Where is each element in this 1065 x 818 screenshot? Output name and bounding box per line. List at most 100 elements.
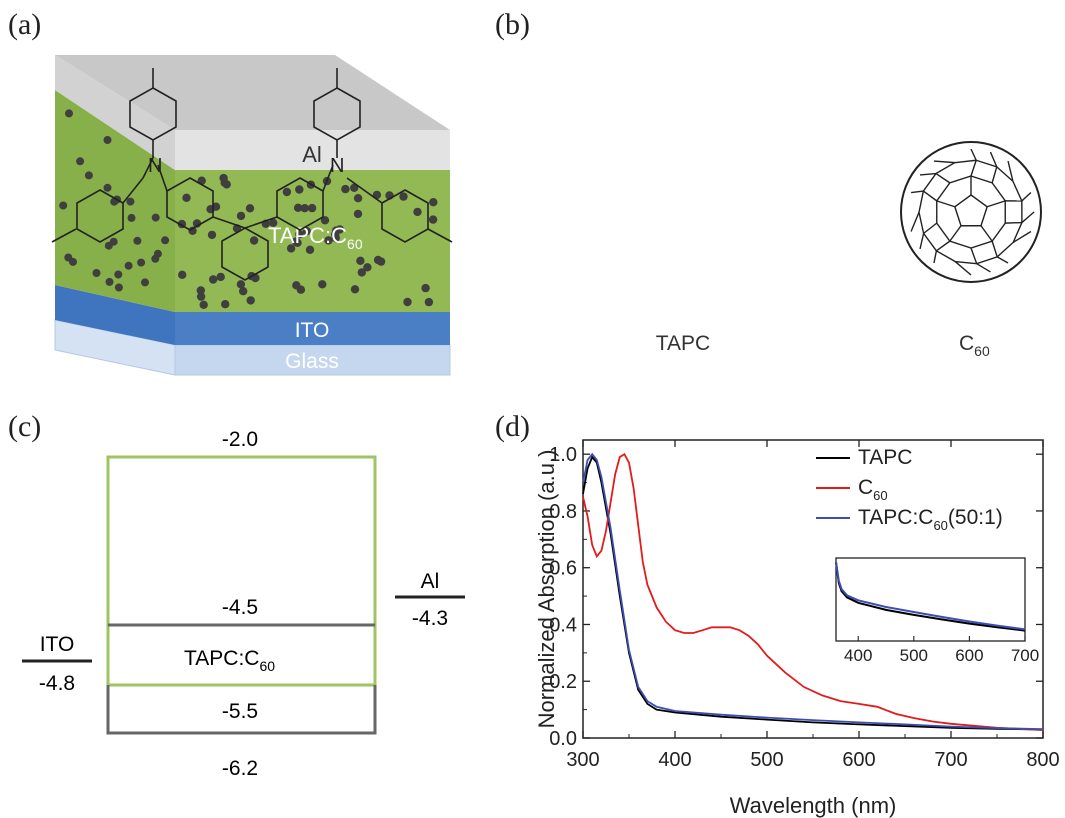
glass-layer-label: Glass [285, 350, 339, 373]
c60-dot [424, 297, 434, 307]
c60-dot [126, 197, 135, 206]
c60-bond [954, 260, 972, 276]
c60-dot [245, 204, 255, 213]
c60-dot [114, 270, 123, 279]
c60-bond [949, 225, 962, 242]
y-tick-label: 1.0 [549, 444, 577, 466]
c60-dot [295, 185, 304, 194]
c60-bond [970, 247, 978, 264]
c60-dot [92, 269, 101, 277]
c60-homo-value: -5.5 [222, 700, 258, 723]
c60-dot [296, 285, 306, 294]
c60-dot [305, 245, 315, 254]
c60-bond [989, 151, 998, 168]
c60-bond [922, 190, 938, 202]
c60-dot [151, 254, 160, 263]
c60-dot [300, 204, 309, 213]
series-line [582, 452, 1044, 731]
c60-dot [199, 300, 208, 309]
y-axis-label: Normalized Absorption (a.u.) [534, 450, 559, 729]
c60-bond [1021, 192, 1032, 202]
c60-bond [986, 200, 1006, 208]
al-layer-front [175, 130, 450, 170]
ito-layer-label: ITO [295, 319, 330, 342]
c60-dot [188, 226, 197, 235]
c60-bond [976, 263, 991, 273]
legend-label: TAPC [858, 446, 912, 469]
c60-dot [109, 237, 118, 246]
c60-lumo-value: -4.5 [222, 596, 258, 619]
x-tick-label: 800 [1026, 749, 1059, 771]
c60-dot [196, 292, 206, 301]
c60-dot [76, 157, 85, 166]
c60-dot [161, 236, 170, 245]
c60-dot [302, 226, 311, 236]
tapc-lumo-value: -2.0 [222, 428, 258, 451]
inset-x-tick-label: 400 [844, 646, 872, 665]
inset-x-tick-label: 500 [900, 646, 928, 665]
c60-bond [919, 172, 937, 176]
tapc-n-right: N [330, 155, 344, 177]
c60-dot [357, 268, 366, 277]
tapc-level-box [106, 455, 377, 687]
c60-dot [282, 187, 292, 197]
x-tick-label: 600 [842, 749, 875, 771]
al-level-value: -4.3 [412, 607, 448, 630]
y-tick-label: 0.2 [549, 671, 577, 693]
c60-bond [911, 190, 924, 194]
c60-dot [59, 201, 68, 210]
inset-frame [835, 557, 1026, 642]
c60-dot [269, 218, 278, 227]
panel-a-label: (a) [8, 8, 42, 41]
al-layer-side [55, 55, 175, 170]
c60-dot [350, 285, 360, 294]
c60-dot [114, 283, 123, 292]
ito-layer-front [175, 312, 450, 345]
c60-bond [970, 148, 977, 161]
c60-dot [353, 194, 363, 203]
al-layer-label: Al [302, 142, 322, 167]
tapc-caption: TAPC [656, 332, 710, 355]
c60-dot [341, 184, 350, 194]
c60-dot [413, 207, 422, 217]
c60-dot [239, 287, 248, 296]
al-name: Al [421, 570, 440, 593]
x-axis-label: Wavelength (nm) [730, 793, 897, 818]
c60-dot [141, 278, 149, 287]
c60-dot [236, 211, 246, 221]
c60-bond [919, 233, 925, 250]
x-tick-label: 400 [658, 749, 691, 771]
c60-bond [933, 250, 938, 264]
tapc-n-left: N [148, 155, 162, 177]
c60-bond [1005, 221, 1022, 224]
c60-dot [124, 261, 133, 270]
c60-bond [991, 166, 998, 184]
y-tick-label: 0.6 [549, 558, 577, 580]
c60-dot [350, 183, 359, 192]
inset-x-tick-label: 600 [955, 646, 983, 665]
c60-dot [105, 277, 114, 286]
c60-dot [221, 300, 230, 309]
c60-ring [918, 159, 1023, 265]
blend-label: TAPC:C60 [184, 647, 275, 674]
c60-dot [421, 283, 430, 293]
c60-dot [249, 236, 259, 245]
panel-c-label: (c) [8, 410, 42, 443]
c60-dot [182, 193, 191, 202]
c60-dot [196, 286, 205, 295]
c60-dot [356, 256, 365, 265]
c60-dot [399, 192, 408, 201]
c60-bond [910, 211, 920, 232]
c60-bond [935, 240, 951, 252]
c60-dots [59, 109, 438, 309]
inset-series-line [835, 561, 1026, 631]
c60-dot [295, 230, 304, 239]
c60-bond [970, 160, 977, 177]
y-tick-label: 0.0 [549, 728, 577, 750]
ito-name: ITO [40, 633, 75, 656]
c60-caption: C60 [959, 332, 990, 359]
c60-dot [307, 203, 317, 213]
inset-x-tick-label: 700 [1011, 646, 1039, 665]
c60-bond [1007, 160, 1014, 182]
